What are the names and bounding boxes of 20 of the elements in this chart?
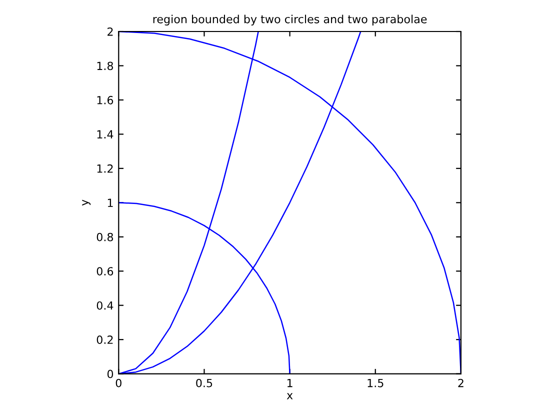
y-tick-label: 0.6 — [96, 267, 114, 276]
y-tick-label: 0.2 — [96, 336, 113, 344]
y-tick-label: 1.8 — [97, 62, 114, 70]
y-tick-label: 2 — [108, 27, 113, 36]
x-tick-label: 0 — [116, 378, 122, 388]
x-axis-title: x — [286, 393, 293, 400]
x-tick-label: 1.5 — [368, 379, 384, 388]
line-series — [118, 32, 461, 374]
y-tick-label: 1 — [108, 198, 113, 207]
y-tick-label: 1.4 — [97, 130, 114, 138]
x-tick-label: 0.5 — [196, 378, 212, 388]
chart-title: region bounded by two circles and two parabolae — [153, 14, 427, 26]
y-tick-label: 0.4 — [96, 301, 114, 310]
y-tick-label: 1.6 — [97, 96, 114, 104]
y-tick-label: 0 — [107, 370, 114, 378]
y-tick-label: 0.8 — [96, 232, 114, 242]
x-tick-label: 1 — [287, 379, 292, 388]
y-tick-label: 1.2 — [97, 164, 113, 173]
x-tick-label: 2 — [458, 378, 464, 388]
y-axis-title: y — [82, 200, 91, 206]
